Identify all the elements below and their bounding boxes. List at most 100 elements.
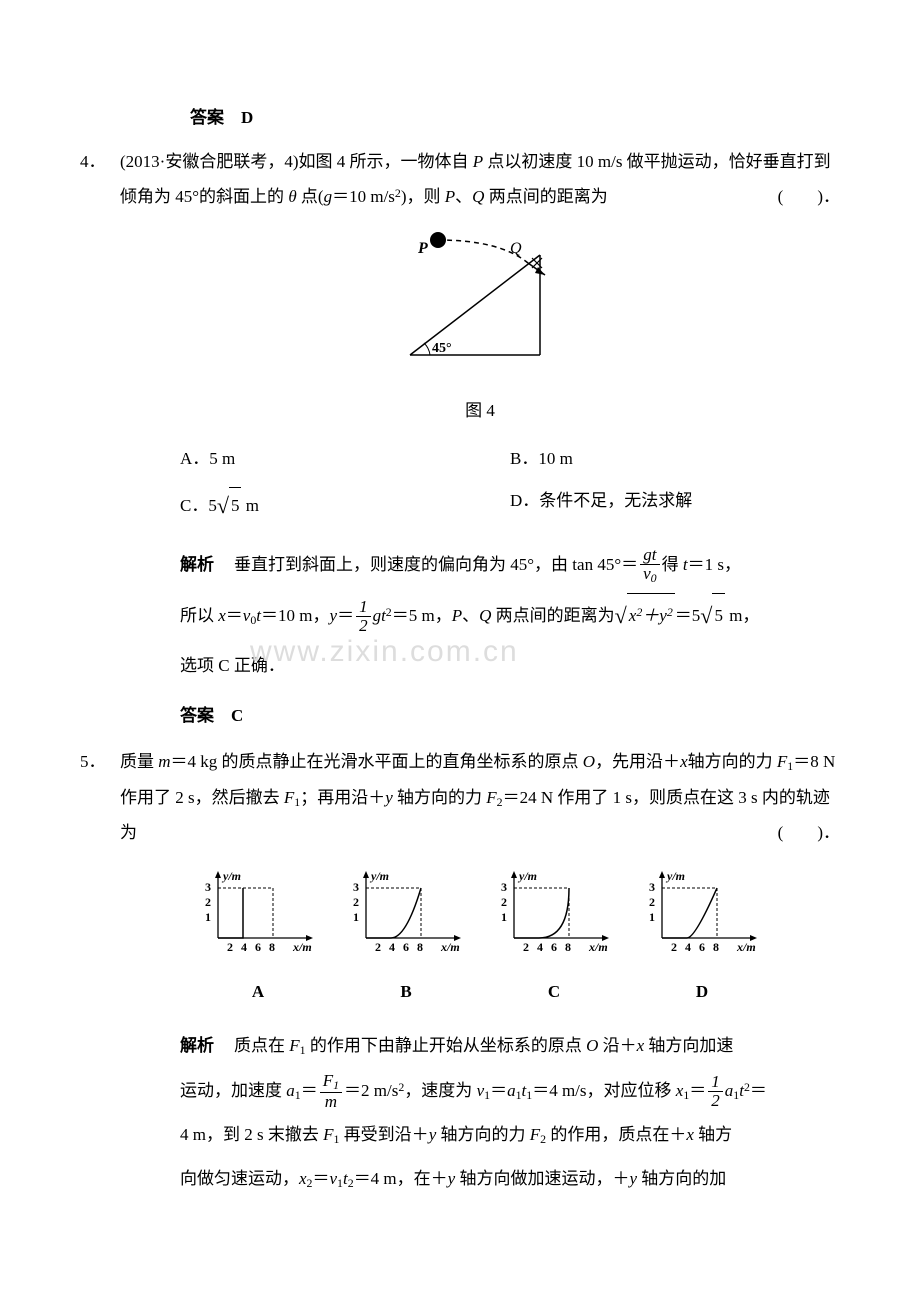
p4-options: A．5 m B．10 m C．5√5 m D．条件不足，无法求解	[120, 438, 840, 532]
p4-f1d: v	[643, 564, 651, 583]
p4-ana3i: m，	[725, 606, 759, 625]
p4-option-d: D．条件不足，无法求解	[510, 483, 840, 529]
p5-v1v: v	[477, 1081, 485, 1100]
p5-a13: 4 m，到 2 s 末撤去	[180, 1125, 323, 1144]
p4-f2d: 2	[356, 617, 371, 636]
svg-text:8: 8	[565, 940, 571, 954]
p5-fF1n: F	[323, 1071, 333, 1090]
p4-c-suffix: m	[241, 496, 258, 515]
svg-text:1: 1	[501, 910, 507, 924]
svg-text:3: 3	[353, 880, 359, 894]
p5-at12a: a	[725, 1081, 734, 1100]
p4-Q: Q	[472, 187, 484, 206]
svg-text:3: 3	[501, 880, 507, 894]
p5-graph-c: y/m x/m 3 2 1 2 4 6 8 C	[489, 866, 619, 1009]
p4-Pvar: P	[452, 606, 462, 625]
p5-a16: 的作用，质点在＋	[546, 1125, 686, 1144]
p5-a4: 轴方向加速	[644, 1036, 733, 1055]
p4-c-sqrt: 5	[229, 487, 242, 524]
answer-3: 答案 D	[120, 100, 840, 136]
p4-Qvar: Q	[479, 606, 491, 625]
p4-ana3h: ＝5	[675, 606, 701, 625]
figure-4: 45° P Q 图 4	[120, 225, 840, 428]
p5-aF1: F	[289, 1036, 299, 1055]
p4-c-prefix: C．5	[180, 496, 217, 515]
p5-graph-a: y/m x/m 3 2 1 2 4 6 8 A	[193, 866, 323, 1009]
graph-a-svg: y/m x/m 3 2 1 2 4 6 8	[193, 866, 323, 961]
figure-4-label: 图 4	[120, 393, 840, 429]
problem-4: 4． (2013·安徽合肥联考，4)如图 4 所示，一物体自 P 点以初速度 1…	[120, 144, 840, 734]
svg-text:y/m: y/m	[517, 869, 537, 883]
graph-d-svg: y/m x/m 3 2 1 2 4 6 8	[637, 866, 767, 961]
svg-text:3: 3	[649, 880, 655, 894]
svg-text:2: 2	[649, 895, 655, 909]
svg-text:1: 1	[649, 910, 655, 924]
graph-d-label: D	[637, 974, 767, 1010]
p4-t1: (2013·安徽合肥联考，4)如图 4 所示，一物体自	[120, 152, 473, 171]
p5-t4: 轴方向的力	[688, 752, 777, 771]
problem-4-number: 4．	[80, 144, 120, 180]
p4-yvar: y	[330, 606, 338, 625]
p5-a22: 轴方向的加	[637, 1169, 726, 1188]
graph-a-label: A	[193, 974, 323, 1010]
p4-gt2g: g	[373, 606, 382, 625]
p5-aF1b: F	[323, 1125, 333, 1144]
svg-text:x/m: x/m	[292, 940, 312, 954]
svg-text:8: 8	[417, 940, 423, 954]
p5-a5: 运动，加速度	[180, 1081, 286, 1100]
svg-text:y/m: y/m	[369, 869, 389, 883]
p4-ana1: 垂直打到斜面上，则速度的偏向角为 45°，由 tan 45°＝	[234, 555, 638, 574]
svg-text:y/m: y/m	[665, 869, 685, 883]
svg-text:2: 2	[523, 940, 529, 954]
p5-f12d: 2	[708, 1092, 723, 1111]
p5-graphs: y/m x/m 3 2 1 2 4 6 8 A y/m	[120, 866, 840, 1009]
p5-fF1d: m	[320, 1093, 342, 1112]
p5-a9: ＝	[490, 1081, 507, 1100]
svg-text:2: 2	[501, 895, 507, 909]
graph-c-label: C	[489, 974, 619, 1010]
p5-fF1ns: 1	[333, 1078, 339, 1092]
svg-text:4: 4	[537, 940, 543, 954]
p5-F1v2: F	[284, 788, 294, 807]
p4-ana3: 所以	[180, 606, 218, 625]
p4-ana-label: 解析	[180, 555, 214, 574]
p4-P2: P	[445, 187, 455, 206]
p5-t3: ，先用沿＋	[595, 752, 680, 771]
p5-a18: 向做匀速运动，	[180, 1169, 299, 1188]
svg-text:1: 1	[353, 910, 359, 924]
p4-paren: ( )．	[778, 179, 840, 215]
svg-text:6: 6	[255, 940, 261, 954]
p4-option-a: A．5 m	[180, 441, 510, 477]
p5-t6: ；再用沿＋	[300, 788, 385, 807]
p5-aF2: F	[530, 1125, 540, 1144]
svg-text:x/m: x/m	[588, 940, 608, 954]
svg-text:2: 2	[205, 895, 211, 909]
svg-text:6: 6	[403, 940, 409, 954]
p5-a6: ＝	[301, 1081, 318, 1100]
p4-ana2: 得	[662, 555, 683, 574]
p5-a21: 轴方向做加速运动，＋	[455, 1169, 629, 1188]
p5-ax2: x	[686, 1125, 694, 1144]
p5-a12: ＝	[750, 1081, 767, 1100]
p4-ana3d: ＝	[337, 606, 354, 625]
p4-t5: )，则	[401, 187, 445, 206]
p4-t7: 两点间的距离为	[484, 187, 607, 206]
p4-answer-text: 答案 C	[180, 706, 243, 725]
svg-text:6: 6	[699, 940, 705, 954]
p4-f1ds: 0	[651, 571, 657, 585]
p5-a20: ＝4 m，在＋	[354, 1169, 448, 1188]
p4-f1n: gt	[643, 545, 656, 564]
p4-xvar: x	[218, 606, 226, 625]
p4-f2n: 1	[356, 598, 371, 618]
p4-sqrt5: 5	[712, 593, 725, 638]
svg-text:2: 2	[671, 940, 677, 954]
svg-text:x/m: x/m	[440, 940, 460, 954]
p5-x2v: x	[299, 1169, 307, 1188]
p5-a10: ＝4 m/s，对应位移	[532, 1081, 676, 1100]
p5-ana-label: 解析	[180, 1036, 214, 1055]
p4-option-b: B．10 m	[510, 441, 840, 477]
p5-a17: 轴方	[694, 1125, 732, 1144]
p5-m: m	[158, 752, 170, 771]
p5-x: x	[680, 752, 688, 771]
p4-P: P	[473, 152, 483, 171]
